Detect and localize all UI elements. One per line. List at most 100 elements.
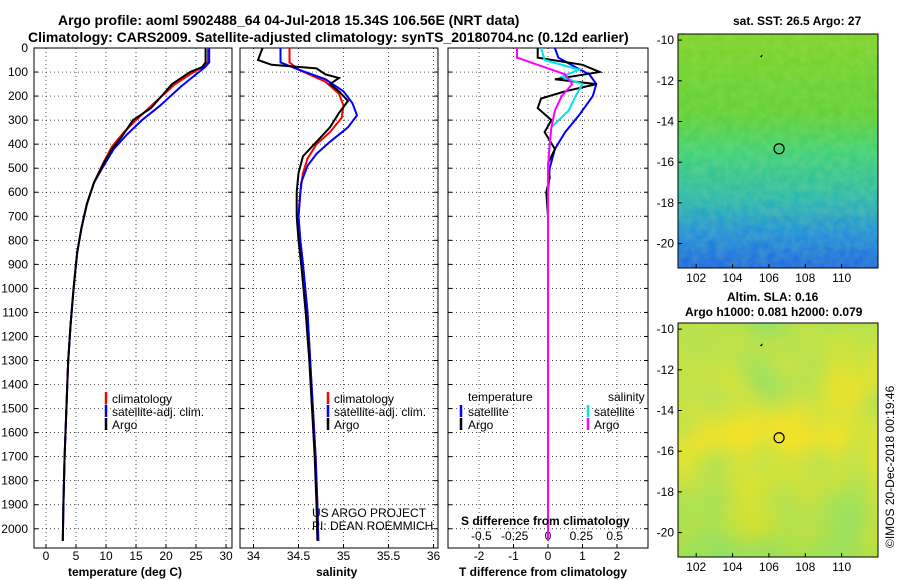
map-y-tick-label: -18 <box>657 485 675 499</box>
depth-tick-label: 800 <box>8 233 28 247</box>
series-line-argo <box>61 48 207 541</box>
x-tick-label: 20 <box>159 549 173 563</box>
depth-tick-label: 200 <box>8 89 28 103</box>
depth-tick-label: 1200 <box>1 329 28 343</box>
x-tick-label: 35.5 <box>377 549 401 563</box>
figure-title-line2: Climatology: CARS2009. Satellite-adjuste… <box>28 29 629 45</box>
map-y-tick-label: -20 <box>657 526 675 540</box>
map-y-tick-label: -10 <box>657 33 675 47</box>
legend-label-argo: Argo <box>334 418 360 432</box>
series-line-argo <box>256 48 350 541</box>
sst-map <box>677 33 879 269</box>
depth-tick-label: 600 <box>8 185 28 199</box>
temperature-legend: climatology satellite-adj. clim. Argo <box>104 392 204 432</box>
map-x-tick-label: 104 <box>723 560 743 574</box>
legend-label-satellite: satellite-adj. clim. <box>112 405 204 419</box>
x-tick-label: 10 <box>99 549 113 563</box>
legend-label-s-argo: Argo <box>594 418 620 432</box>
x-tick-label: 34 <box>247 549 261 563</box>
argo-location-marker <box>773 143 785 155</box>
sla-map <box>677 322 879 558</box>
sla-texture <box>678 323 878 557</box>
series-line-s-argo <box>516 48 574 541</box>
map-x-tick-label: 108 <box>795 271 815 285</box>
legend-label-climatology: climatology <box>334 392 394 406</box>
depth-tick-label: 1900 <box>1 498 28 512</box>
depth-tick-label: 500 <box>8 161 28 175</box>
figure-title-line1: Argo profile: aoml 5902488_64 04-Jul-201… <box>58 12 519 28</box>
s-tick-label: 0.5 <box>606 529 623 543</box>
map-y-tick-label: -12 <box>657 74 675 88</box>
map-y-tick-label: -14 <box>657 114 675 128</box>
x-tick-label: 36 <box>427 549 441 563</box>
depth-tick-label: 1000 <box>1 281 28 295</box>
x-tick-label: 0 <box>545 549 552 563</box>
map-y-tick-label: -20 <box>657 237 675 251</box>
map-y-tick-label: -10 <box>657 322 675 336</box>
map-y-tick-label: -12 <box>657 363 675 377</box>
track-marker <box>759 54 763 58</box>
map-x-tick-label: 104 <box>723 271 743 285</box>
depth-tick-label: 0 <box>21 41 28 55</box>
salinity-xlabel: salinity <box>316 565 358 579</box>
map-x-tick-label: 106 <box>759 271 779 285</box>
x-tick-label: 5 <box>73 549 80 563</box>
depth-tick-label: 1700 <box>1 450 28 464</box>
depth-tick-label: 1600 <box>1 426 28 440</box>
depth-tick-label: 1100 <box>2 305 28 319</box>
map-x-tick-label: 110 <box>832 560 851 574</box>
map-x-tick-label: 110 <box>832 271 851 285</box>
difference-xlabel: T difference from climatology <box>459 565 627 579</box>
s-tick-label: -0.25 <box>501 529 529 543</box>
depth-tick-label: 1800 <box>1 474 28 488</box>
sla-map-subtitle: Argo h1000: 0.081 h2000: 0.079 <box>685 305 863 319</box>
difference-legend: temperature salinity satellite Argo sate… <box>459 390 645 432</box>
map-y-tick-label: -16 <box>657 444 675 458</box>
argo-location-marker <box>773 432 785 444</box>
salinity-panel <box>239 47 439 549</box>
x-tick-label: 1 <box>579 549 586 563</box>
project-credit: US ARGO PROJECT <box>312 506 427 520</box>
s-tick-label: -0.5 <box>471 529 492 543</box>
depth-tick-label: 1400 <box>1 378 28 392</box>
depth-tick-label: 2000 <box>1 522 28 536</box>
legend-label-argo: Argo <box>112 418 138 432</box>
legend-label-climatology: climatology <box>112 392 172 406</box>
x-tick-label: 2 <box>614 549 621 563</box>
x-tick-label: 0 <box>43 549 50 563</box>
sst-map-title: sat. SST: 26.5 Argo: 27 <box>733 14 862 28</box>
salinity-legend: climatology satellite-adj. clim. Argo <box>326 392 426 432</box>
track-marker <box>759 343 763 347</box>
depth-tick-label: 100 <box>8 65 28 79</box>
legend-label-satellite: satellite-adj. clim. <box>334 405 426 419</box>
x-tick-label: 35 <box>337 549 351 563</box>
x-tick-label: 34.5 <box>287 549 311 563</box>
legend-label-t-satellite: satellite <box>468 405 509 419</box>
legend-title-temperature: temperature <box>468 390 533 404</box>
temperature-xlabel: temperature (deg C) <box>68 565 182 579</box>
legend-label-t-argo: Argo <box>468 418 494 432</box>
x-tick-label: 15 <box>129 549 143 563</box>
depth-tick-label: 1500 <box>1 402 28 416</box>
legend-title-salinity: salinity <box>608 390 645 404</box>
map-x-tick-label: 108 <box>795 560 815 574</box>
s-tick-label: 0.25 <box>570 529 594 543</box>
map-x-tick-label: 102 <box>686 560 706 574</box>
sla-map-frame <box>677 322 879 558</box>
x-tick-label: -2 <box>474 549 485 563</box>
sla-map-title: Altim. SLA: 0.16 <box>727 290 819 304</box>
depth-tick-label: 300 <box>8 113 28 127</box>
map-x-tick-label: 102 <box>686 271 706 285</box>
map-x-tick-label: 106 <box>759 560 779 574</box>
x-tick-label: 30 <box>219 549 233 563</box>
sst-map-frame <box>677 33 879 269</box>
imos-stamp: ©IMOS 20-Dec-2018 00:19:46 <box>883 385 897 548</box>
depth-tick-label: 400 <box>8 137 28 151</box>
depth-tick-label: 1300 <box>1 354 28 368</box>
depth-tick-label: 700 <box>8 209 28 223</box>
depth-tick-label: 900 <box>8 257 28 271</box>
pi-credit: PI: DEAN ROEMMICH <box>312 519 433 533</box>
legend-label-s-satellite: satellite <box>594 405 635 419</box>
map-y-tick-label: -14 <box>657 403 675 417</box>
